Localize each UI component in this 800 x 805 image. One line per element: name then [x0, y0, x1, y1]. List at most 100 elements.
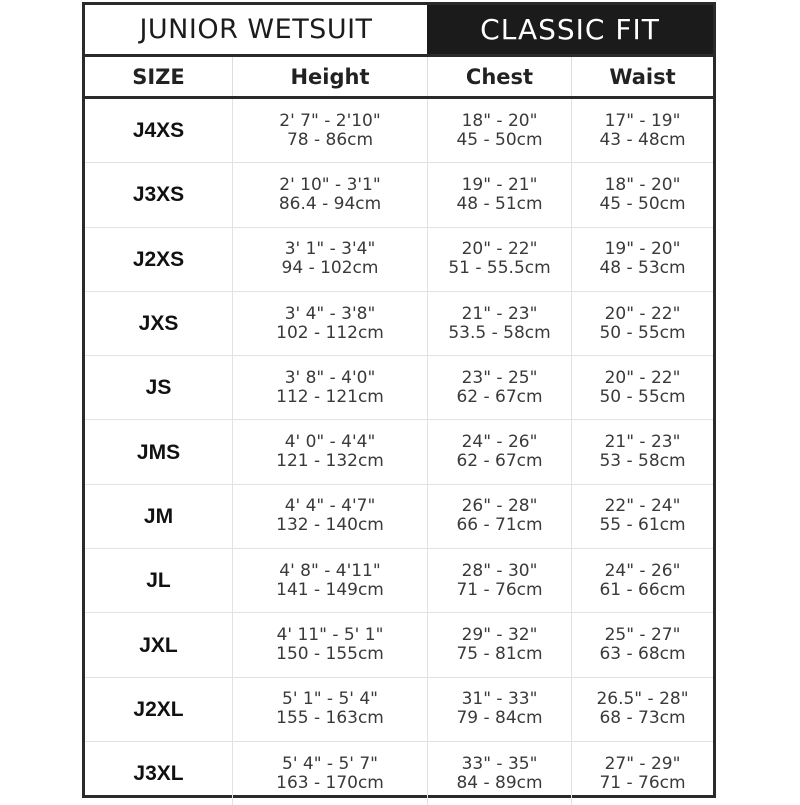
waist-imperial: 17" - 19": [604, 110, 681, 131]
size-cell: JMS: [85, 420, 233, 484]
chest-metric: 75 - 81cm: [456, 644, 543, 665]
height-metric: 78 - 86cm: [286, 129, 374, 150]
table-row: J4XS 2' 7" - 2'10" 78 - 86cm 18" - 20" 4…: [85, 99, 713, 164]
waist-cell: 20" - 22" 50 - 55cm: [572, 292, 713, 355]
height-cell: 5' 1" - 5' 4" 155 - 163cm: [233, 677, 428, 741]
chest-imperial: 23" - 25": [461, 367, 538, 388]
waist-cell: 18" - 20" 45 - 50cm: [572, 163, 713, 226]
waist-cell: 26.5" - 28" 68 - 73cm: [572, 678, 713, 741]
height-imperial: 4' 4" - 4'7": [284, 496, 376, 517]
table-row: JS 3' 8" - 4'0" 112 - 121cm 23" - 25" 62…: [85, 356, 713, 421]
waist-cell: 22" - 24" 55 - 61cm: [572, 485, 713, 548]
size-cell: J4XS: [85, 99, 233, 163]
chest-cell: 20" - 22" 51 - 55.5cm: [428, 227, 572, 291]
height-metric: 102 - 112cm: [276, 322, 384, 343]
height-imperial: 4' 8" - 4'11": [279, 560, 381, 581]
waist-metric: 55 - 61cm: [599, 515, 686, 536]
table-body: J4XS 2' 7" - 2'10" 78 - 86cm 18" - 20" 4…: [85, 99, 713, 805]
table-row: J3XL 5' 4" - 5' 7" 163 - 170cm 33" - 35"…: [85, 741, 713, 805]
height-imperial: 4' 0" - 4'4": [284, 432, 376, 453]
height-imperial: 5' 4" - 5' 7": [282, 753, 378, 774]
title-row: JUNIOR WETSUIT CLASSIC FIT: [85, 5, 713, 57]
waist-imperial: 22" - 24": [604, 496, 681, 517]
chest-metric: 62 - 67cm: [456, 451, 543, 472]
height-imperial: 3' 4" - 3'8": [284, 303, 376, 324]
table-row: JMS 4' 0" - 4'4" 121 - 132cm 24" - 26" 6…: [85, 420, 713, 485]
waist-metric: 68 - 73cm: [599, 708, 686, 729]
chest-imperial: 31" - 33": [461, 689, 538, 710]
chest-cell: 18" - 20" 45 - 50cm: [428, 99, 572, 163]
fit-label: CLASSIC FIT: [427, 5, 713, 54]
table-row: JXS 3' 4" - 3'8" 102 - 112cm 21" - 23" 5…: [85, 291, 713, 357]
chest-imperial: 33" - 35": [461, 753, 538, 774]
waist-metric: 48 - 53cm: [599, 258, 686, 279]
height-imperial: 5' 1" - 5' 4": [282, 689, 378, 710]
size-cell: JL: [85, 549, 233, 613]
waist-metric: 71 - 76cm: [599, 772, 686, 793]
table-row: JXL 4' 11" - 5' 1" 150 - 155cm 29" - 32"…: [85, 613, 713, 678]
chest-metric: 53.5 - 58cm: [448, 322, 551, 343]
waist-cell: 19" - 20" 48 - 53cm: [572, 228, 713, 291]
waist-imperial: 20" - 22": [604, 303, 681, 324]
chest-imperial: 18" - 20": [461, 110, 538, 131]
chest-metric: 79 - 84cm: [456, 708, 543, 729]
chest-cell: 21" - 23" 53.5 - 58cm: [428, 291, 572, 356]
waist-metric: 63 - 68cm: [599, 644, 686, 665]
header-row: SIZE Height Chest Waist: [85, 57, 713, 99]
chest-metric: 66 - 71cm: [456, 515, 543, 536]
chest-imperial: 21" - 23": [461, 303, 538, 324]
waist-metric: 45 - 50cm: [599, 193, 686, 214]
waist-metric: 43 - 48cm: [599, 129, 686, 150]
size-cell: J3XL: [85, 741, 233, 805]
height-imperial: 3' 1" - 3'4": [284, 239, 376, 260]
height-cell: 2' 7" - 2'10" 78 - 86cm: [233, 99, 428, 163]
table-row: J2XL 5' 1" - 5' 4" 155 - 163cm 31" - 33"…: [85, 677, 713, 742]
height-metric: 155 - 163cm: [276, 708, 384, 729]
chart-title: JUNIOR WETSUIT: [139, 14, 373, 45]
size-chart: JUNIOR WETSUIT CLASSIC FIT SIZE Height C…: [82, 2, 716, 805]
chest-cell: 24" - 26" 62 - 67cm: [428, 420, 572, 484]
height-metric: 121 - 132cm: [276, 451, 384, 472]
size-cell: J3XS: [85, 163, 233, 227]
height-cell: 3' 8" - 4'0" 112 - 121cm: [233, 356, 428, 420]
chest-cell: 19" - 21" 48 - 51cm: [428, 163, 572, 227]
height-cell: 5' 4" - 5' 7" 163 - 170cm: [233, 741, 428, 805]
height-cell: 2' 10" - 3'1" 86.4 - 94cm: [233, 163, 428, 227]
waist-cell: 17" - 19" 43 - 48cm: [572, 99, 713, 162]
table-row: JM 4' 4" - 4'7" 132 - 140cm 26" - 28" 66…: [85, 484, 713, 550]
chest-imperial: 20" - 22": [461, 239, 538, 260]
waist-metric: 61 - 66cm: [599, 579, 686, 600]
height-cell: 3' 1" - 3'4" 94 - 102cm: [233, 227, 428, 291]
waist-imperial: 19" - 20": [604, 239, 681, 260]
chest-cell: 31" - 33" 79 - 84cm: [428, 677, 572, 741]
height-cell: 4' 11" - 5' 1" 150 - 155cm: [233, 613, 428, 677]
height-cell: 4' 0" - 4'4" 121 - 132cm: [233, 420, 428, 484]
size-cell: J2XL: [85, 677, 233, 741]
chest-metric: 62 - 67cm: [456, 386, 543, 407]
height-cell: 4' 8" - 4'11" 141 - 149cm: [233, 549, 428, 613]
waist-cell: 21" - 23" 53 - 58cm: [572, 420, 713, 483]
height-cell: 3' 4" - 3'8" 102 - 112cm: [233, 291, 428, 356]
chest-cell: 33" - 35" 84 - 89cm: [428, 741, 572, 805]
column-header-size: SIZE: [85, 57, 233, 96]
chest-imperial: 19" - 21": [461, 174, 538, 195]
height-metric: 112 - 121cm: [276, 386, 384, 407]
waist-imperial: 24" - 26": [604, 560, 681, 581]
waist-imperial: 26.5" - 28": [596, 689, 689, 710]
waist-imperial: 21" - 23": [604, 432, 681, 453]
height-metric: 86.4 - 94cm: [278, 193, 382, 214]
chest-cell: 26" - 28" 66 - 71cm: [428, 484, 572, 549]
chest-cell: 23" - 25" 62 - 67cm: [428, 356, 572, 420]
size-cell: JXS: [85, 291, 233, 356]
waist-metric: 50 - 55cm: [599, 322, 686, 343]
waist-cell: 24" - 26" 61 - 66cm: [572, 549, 713, 612]
waist-cell: 20" - 22" 50 - 55cm: [572, 356, 713, 419]
chest-cell: 29" - 32" 75 - 81cm: [428, 613, 572, 677]
waist-imperial: 25" - 27": [604, 625, 681, 646]
size-cell: JS: [85, 356, 233, 420]
chest-metric: 71 - 76cm: [456, 579, 543, 600]
waist-cell: 25" - 27" 63 - 68cm: [572, 613, 713, 676]
chest-metric: 45 - 50cm: [456, 129, 543, 150]
chest-metric: 48 - 51cm: [456, 193, 543, 214]
chest-imperial: 26" - 28": [461, 496, 538, 517]
